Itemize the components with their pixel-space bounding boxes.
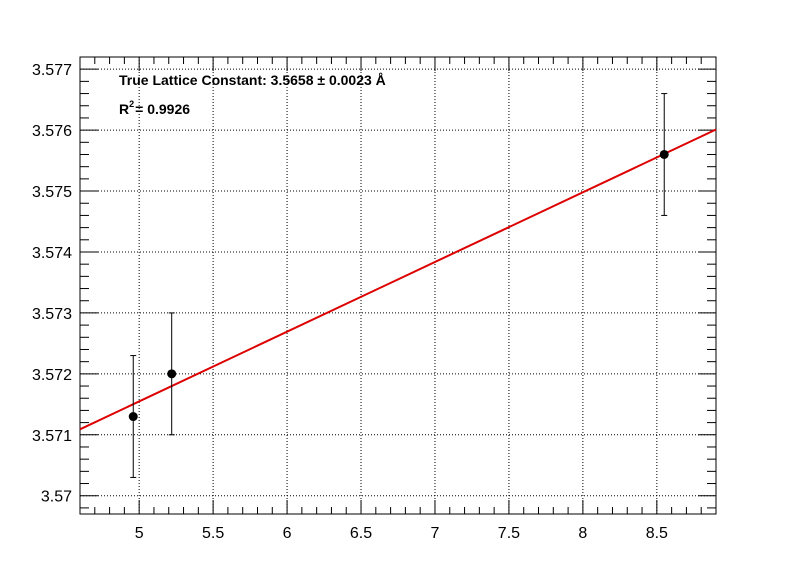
y-tick-label: 3.572: [32, 367, 72, 384]
x-tick-label: 7: [431, 525, 440, 542]
y-axis-tick-labels: 3.57 3.571 3.572 3.573 3.574 3.575 3.576 3.577: [32, 62, 72, 506]
axis-ticks: [79, 56, 717, 514]
data-points: [128, 93, 669, 478]
y-tick-label: 3.575: [32, 184, 72, 201]
r-squared-annotation: R2= 0.9926: [119, 99, 190, 117]
fit-line-layer: [79, 128, 717, 431]
y-tick-label: 3.571: [32, 428, 72, 445]
y-tick-label: 3.573: [32, 306, 72, 323]
r-squared-value: = 0.9926: [135, 101, 190, 117]
r-squared-symbol: R: [119, 101, 129, 117]
grid: [80, 57, 716, 514]
x-tick-label: 5.5: [202, 525, 224, 542]
x-tick-label: 5: [135, 525, 144, 542]
x-tick-label: 8.5: [646, 525, 668, 542]
y-tick-label: 3.576: [32, 123, 72, 140]
plot-frame: [79, 56, 717, 515]
r-squared-exponent: 2: [129, 99, 134, 109]
y-tick-label: 3.574: [32, 245, 72, 262]
x-tick-label: 8: [578, 525, 587, 542]
x-tick-label: 7.5: [498, 525, 520, 542]
data-point: [659, 149, 669, 159]
lattice-constant-annotation: True Lattice Constant: 3.5658 ± 0.0023 Å: [119, 72, 386, 88]
y-tick-label: 3.577: [32, 62, 72, 79]
x-axis-tick-labels: 5 5.5 6 6.5 7 7.5 8 8.5: [135, 525, 668, 542]
data-point: [167, 369, 177, 379]
x-tick-label: 6: [283, 525, 292, 542]
data-point: [128, 412, 138, 422]
fit-line: [79, 128, 717, 431]
x-tick-label: 6.5: [350, 525, 372, 542]
y-tick-label: 3.57: [41, 489, 72, 506]
